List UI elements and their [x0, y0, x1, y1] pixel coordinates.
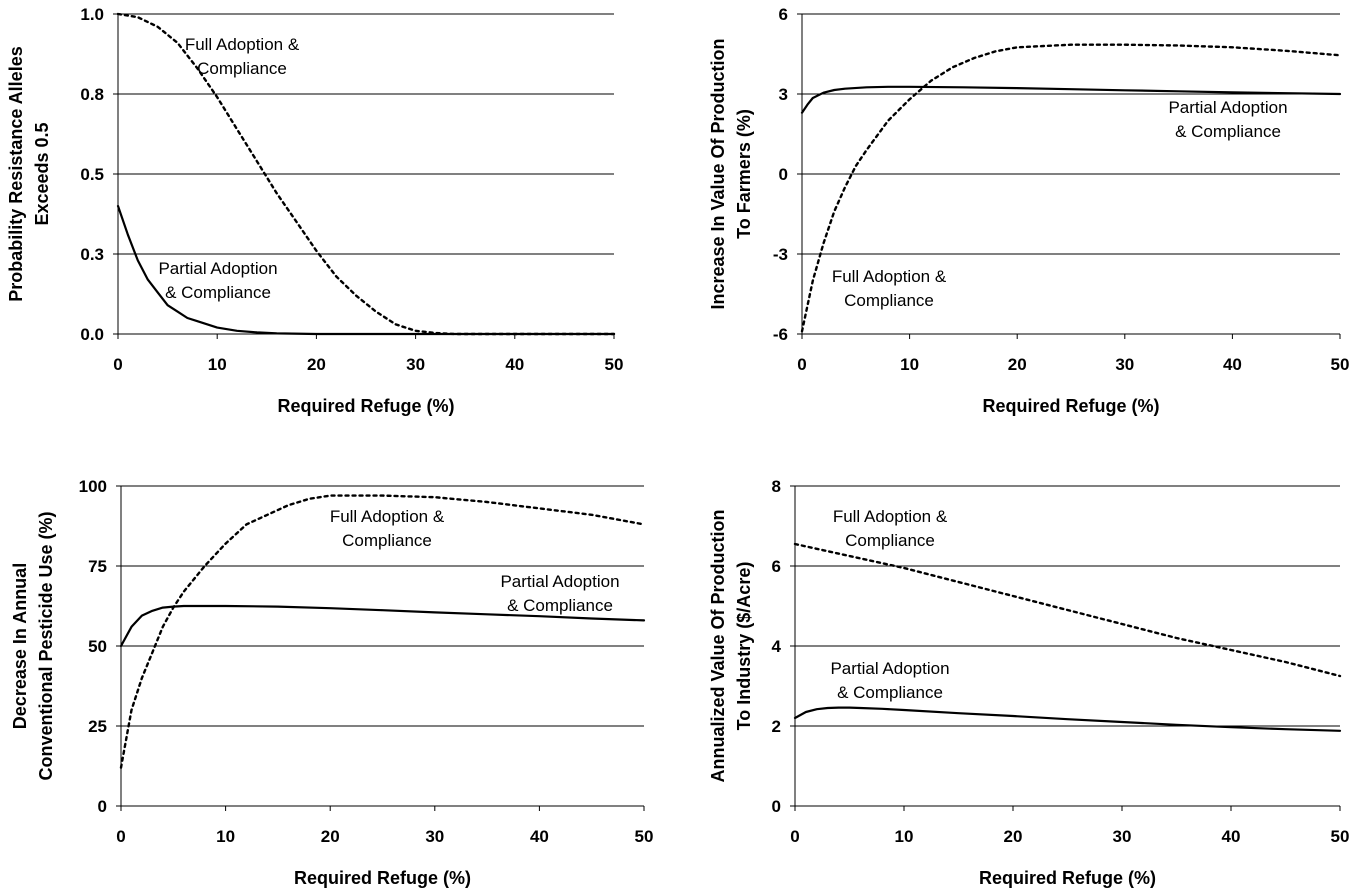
- y-tick-label: 100: [79, 477, 107, 496]
- series-label: Partial Adoption: [1168, 98, 1287, 117]
- x-tick-label: 50: [1331, 827, 1350, 846]
- x-tick-label: 0: [790, 827, 799, 846]
- series-label: & Compliance: [507, 596, 613, 615]
- x-axis-title: Required Refuge (%): [982, 396, 1159, 416]
- x-tick-label: 40: [530, 827, 549, 846]
- y-axis-title: To Industry ($/Acre): [734, 562, 754, 731]
- x-axis-title: Required Refuge (%): [979, 868, 1156, 888]
- x-tick-label: 30: [425, 827, 444, 846]
- x-tick-label: 10: [895, 827, 914, 846]
- y-tick-label: 0: [772, 797, 781, 816]
- x-tick-label: 10: [208, 355, 227, 374]
- partial-adoption-series-line: [793, 706, 1342, 732]
- x-tick-label: 40: [1222, 827, 1241, 846]
- full-adoption-series-line: [793, 542, 1342, 678]
- x-tick-label: 0: [116, 827, 125, 846]
- chart-panel-3: 0 25 50 75 100 0 10 20 30 40 50 Required Refuge (%)…: [10, 477, 653, 888]
- y-tick-label: 6: [779, 5, 788, 24]
- x-tick-label: 50: [605, 355, 624, 374]
- x-tick-label: 10: [216, 827, 235, 846]
- full-adoption-series-line: [119, 494, 646, 769]
- chart-panel-1: 0.0 0.3 0.5 0.8 1.0 0 10 20 30 40 50 Required Refug…: [6, 5, 623, 416]
- x-tick-label: 30: [1115, 355, 1134, 374]
- x-axis-title: Required Refuge (%): [294, 868, 471, 888]
- y-tick-label: -6: [773, 325, 788, 344]
- chart-panel-4: 0 2 4 6 8 0 10 20 30 40 50 Required Refuge (%) Annua…: [708, 477, 1349, 888]
- series-label: Full Adoption &: [330, 507, 445, 526]
- series-label: Compliance: [845, 531, 935, 550]
- series-label: Full Adoption &: [185, 35, 300, 54]
- y-tick-label: 1.0: [80, 5, 104, 24]
- x-tick-label: 30: [1113, 827, 1132, 846]
- y-tick-label: 75: [88, 557, 107, 576]
- x-tick-label: 0: [113, 355, 122, 374]
- series-label: Partial Adoption: [830, 659, 949, 678]
- y-tick-label: 8: [772, 477, 781, 496]
- partial-adoption-series-line: [800, 85, 1342, 114]
- y-axis-title: To Farmers (%): [734, 109, 754, 239]
- y-axis-title: Conventional Pesticide Use (%): [36, 511, 56, 780]
- x-axis-title: Required Refuge (%): [277, 396, 454, 416]
- y-tick-label: 0: [98, 797, 107, 816]
- partial-adoption-series-line: [119, 604, 646, 648]
- series-label: Partial Adoption: [158, 259, 277, 278]
- y-tick-label: 25: [88, 717, 107, 736]
- partial-adoption-series-line: [116, 204, 616, 336]
- y-tick-label: 6: [772, 557, 781, 576]
- x-tick-label: 50: [1331, 355, 1350, 374]
- y-axis-title: Exceeds 0.5: [32, 122, 52, 225]
- y-tick-label: 0.0: [80, 325, 104, 344]
- x-tick-label: 40: [505, 355, 524, 374]
- x-tick-label: 10: [900, 355, 919, 374]
- series-label: Full Adoption &: [833, 507, 948, 526]
- x-tick-label: 30: [406, 355, 425, 374]
- y-axis-title: Probability Resistance Alleles: [6, 46, 26, 301]
- x-tick-label: 20: [1004, 827, 1023, 846]
- series-label: Compliance: [197, 59, 287, 78]
- x-tick-label: 50: [635, 827, 654, 846]
- y-tick-label: 2: [772, 717, 781, 736]
- series-label: & Compliance: [837, 683, 943, 702]
- series-label: Partial Adoption: [500, 572, 619, 591]
- x-tick-label: 40: [1223, 355, 1242, 374]
- y-tick-label: 3: [779, 85, 788, 104]
- y-tick-label: 0.5: [80, 165, 104, 184]
- chart-panel-2: -6 -3 0 3 6 0 10 20 30 40 50 Required Refuge (%) Inc…: [708, 5, 1349, 416]
- y-tick-label: 50: [88, 637, 107, 656]
- full-adoption-series-line: [116, 12, 616, 336]
- x-tick-label: 0: [797, 355, 806, 374]
- series-label: Compliance: [844, 291, 934, 310]
- y-tick-label: 4: [772, 637, 782, 656]
- x-tick-label: 20: [307, 355, 326, 374]
- y-tick-label: -3: [773, 245, 788, 264]
- y-tick-label: 0.3: [80, 245, 104, 264]
- y-axis-title: Annualized Value Of Production: [708, 509, 728, 782]
- x-tick-label: 20: [1008, 355, 1027, 374]
- series-label: & Compliance: [1175, 122, 1281, 141]
- y-axis-title: Decrease In Annual: [10, 563, 30, 729]
- series-label: Full Adoption &: [832, 267, 947, 286]
- x-tick-label: 20: [321, 827, 340, 846]
- full-adoption-series-line: [800, 43, 1342, 333]
- y-tick-label: 0: [779, 165, 788, 184]
- series-label: Compliance: [342, 531, 432, 550]
- y-tick-label: 0.8: [80, 85, 104, 104]
- series-label: & Compliance: [165, 283, 271, 302]
- y-axis-title: Increase In Value Of Production: [708, 38, 728, 309]
